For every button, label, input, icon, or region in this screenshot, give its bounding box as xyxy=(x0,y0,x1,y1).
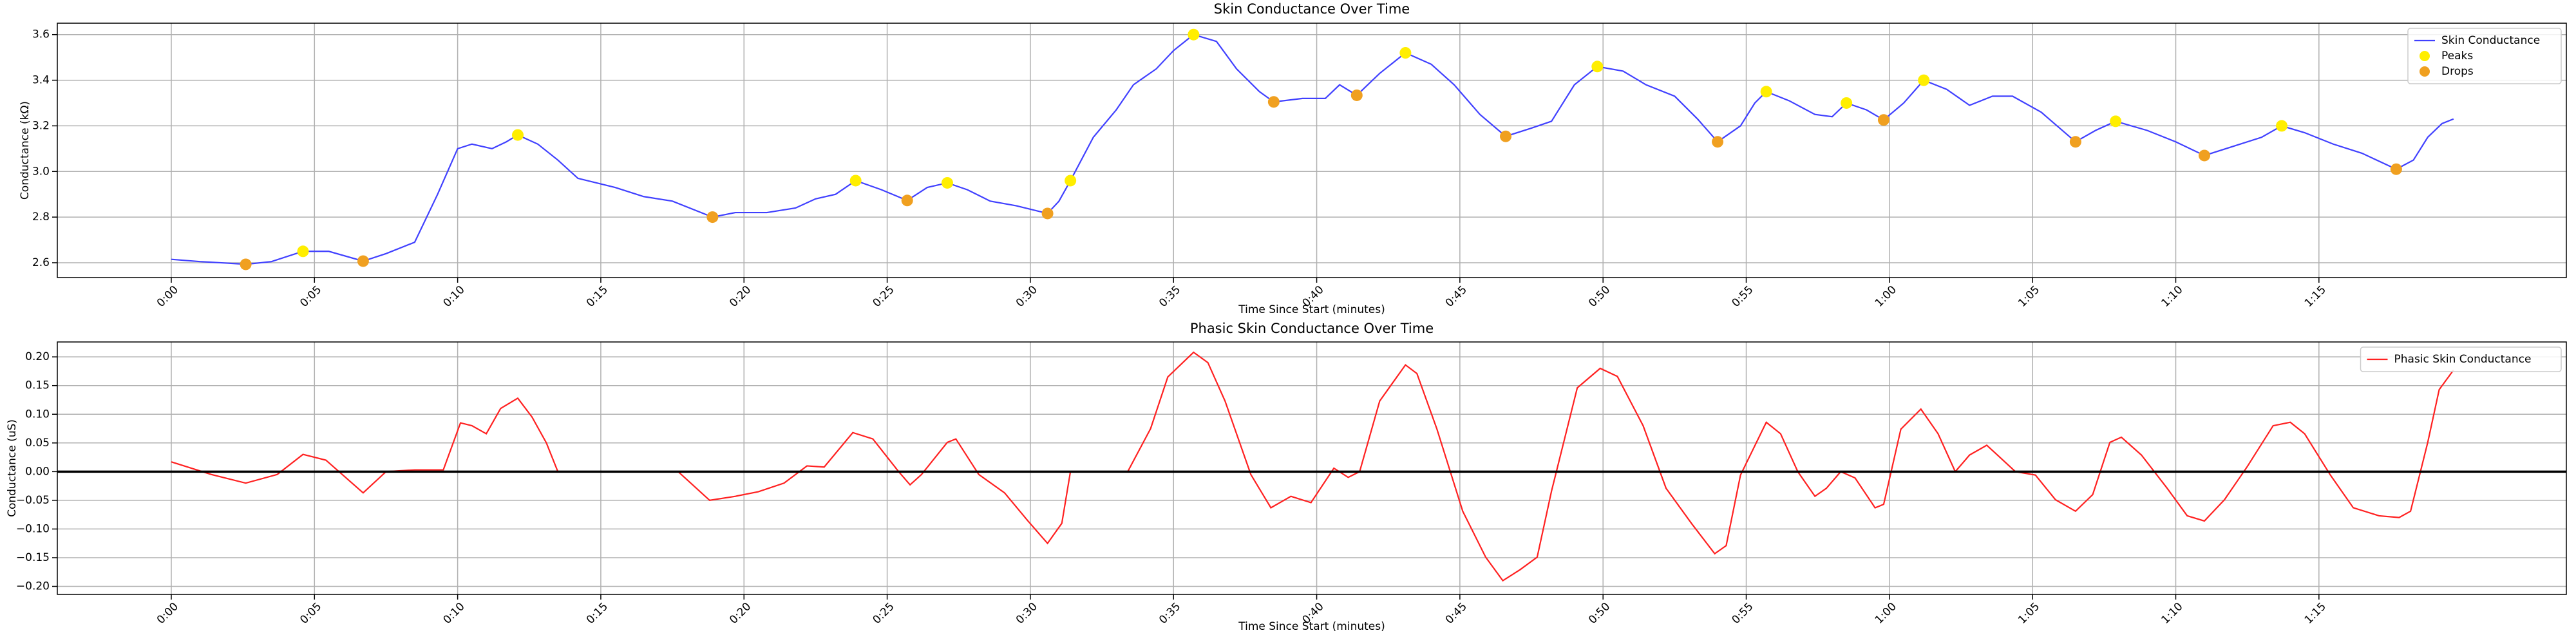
x-tick-label: 0:55 xyxy=(1729,600,1756,627)
data-line xyxy=(171,33,2454,265)
y-tick-label: 3.2 xyxy=(32,119,50,132)
y-tick-label: −0.20 xyxy=(16,580,50,593)
legend: Phasic Skin Conductance xyxy=(2360,346,2562,372)
data-point xyxy=(2069,136,2081,148)
x-tick-label: 0:10 xyxy=(441,283,468,310)
data-point xyxy=(240,258,252,270)
y-tick-label: 0.10 xyxy=(25,408,50,421)
x-tick-label: 0:05 xyxy=(298,600,324,627)
x-tick-label: 0:20 xyxy=(727,283,753,310)
legend-label: Peaks xyxy=(2441,50,2473,62)
y-tick-label: 0.20 xyxy=(25,350,50,363)
x-tick-label: 0:20 xyxy=(727,600,753,627)
chart-title: Phasic Skin Conductance Over Time xyxy=(1190,321,1434,336)
y-tick-label: 0.15 xyxy=(25,379,50,392)
data-point xyxy=(941,176,953,189)
data-point xyxy=(2110,115,2122,128)
data-point xyxy=(849,175,862,187)
data-point xyxy=(1841,97,1853,109)
data-point xyxy=(511,129,524,141)
data-point xyxy=(2276,120,2288,132)
legend: Skin Conductance Peaks Drops xyxy=(2407,28,2562,84)
x-tick-label: 0:10 xyxy=(441,600,468,627)
x-tick-label: 0:15 xyxy=(584,283,611,310)
data-point xyxy=(357,255,369,267)
data-point xyxy=(1918,74,1930,86)
data-line xyxy=(171,351,2454,582)
legend-marker xyxy=(2420,66,2430,77)
x-tick-label: 0:45 xyxy=(1443,283,1470,310)
y-tick-label: 3.0 xyxy=(32,165,50,178)
x-tick-label: 1:00 xyxy=(1873,600,1899,627)
x-tick-label: 0:30 xyxy=(1014,283,1040,310)
data-point xyxy=(1399,47,1412,59)
x-tick-label: 0:00 xyxy=(155,283,181,310)
data-point xyxy=(901,194,913,207)
legend-label: Drops xyxy=(2441,65,2474,78)
y-axis-label: Conductance (kΩ) xyxy=(19,101,32,200)
x-tick-label: 0:45 xyxy=(1443,600,1470,627)
data-point xyxy=(1065,175,1077,187)
x-tick-label: 1:05 xyxy=(2016,600,2042,627)
data-point xyxy=(2198,149,2210,162)
x-tick-label: 0:55 xyxy=(1729,283,1756,310)
y-tick-label: 3.4 xyxy=(32,74,50,87)
axes-frame xyxy=(57,23,2567,278)
data-point xyxy=(1760,86,1772,98)
y-tick-label: 2.6 xyxy=(32,256,50,269)
data-point xyxy=(1350,89,1363,101)
data-point xyxy=(2390,163,2402,175)
chart-title: Skin Conductance Over Time xyxy=(1214,1,1410,17)
data-point xyxy=(1712,136,1724,148)
y-tick-label: −0.05 xyxy=(16,494,50,507)
subplot: Skin Conductance Over Time Time Since Sta… xyxy=(19,1,2567,316)
x-tick-label: 0:50 xyxy=(1586,283,1613,310)
x-tick-label: 1:00 xyxy=(1873,283,1899,310)
y-tick-label: −0.10 xyxy=(16,522,50,535)
x-tick-label: 1:15 xyxy=(2302,283,2329,310)
legend-box xyxy=(2407,28,2562,84)
x-tick-label: 0:35 xyxy=(1157,283,1183,310)
data-point xyxy=(706,211,719,223)
y-tick-label: 2.8 xyxy=(32,211,50,223)
x-axis-label: Time Since Start (minutes) xyxy=(1238,620,1385,633)
x-tick-label: 0:30 xyxy=(1014,600,1040,627)
data-point xyxy=(1188,28,1200,41)
data-point xyxy=(1591,61,1604,73)
data-point xyxy=(297,245,309,258)
x-tick-label: 0:50 xyxy=(1586,600,1613,627)
legend-marker xyxy=(2420,51,2430,61)
data-point xyxy=(1267,96,1280,108)
legend-box xyxy=(2360,346,2562,372)
y-tick-label: −0.15 xyxy=(16,551,50,564)
x-tick-label: 0:25 xyxy=(871,283,897,310)
x-tick-label: 0:35 xyxy=(1157,600,1183,627)
x-tick-label: 1:15 xyxy=(2302,600,2329,627)
x-tick-label: 0:00 xyxy=(155,600,181,627)
y-tick-label: 3.6 xyxy=(32,28,50,41)
data-point xyxy=(1041,207,1054,220)
axes-frame xyxy=(57,341,2567,595)
x-tick-label: 1:10 xyxy=(2159,600,2185,627)
x-tick-label: 0:25 xyxy=(871,600,897,627)
data-point xyxy=(1500,130,1512,142)
y-tick-label: 0.00 xyxy=(25,465,50,478)
y-axis-label: Conductance (uS) xyxy=(6,419,19,517)
data-point xyxy=(1877,114,1889,126)
subplot: Phasic Skin Conductance Over Time Time Si… xyxy=(6,321,2567,633)
legend-label: Phasic Skin Conductance xyxy=(2394,353,2532,366)
legend-label: Skin Conductance xyxy=(2441,34,2540,47)
y-tick-label: 0.05 xyxy=(25,437,50,450)
x-tick-label: 1:10 xyxy=(2159,283,2185,310)
x-tick-label: 0:15 xyxy=(584,600,611,627)
x-axis-label: Time Since Start (minutes) xyxy=(1238,303,1385,316)
x-tick-label: 1:05 xyxy=(2016,283,2042,310)
x-tick-label: 0:05 xyxy=(298,283,324,310)
